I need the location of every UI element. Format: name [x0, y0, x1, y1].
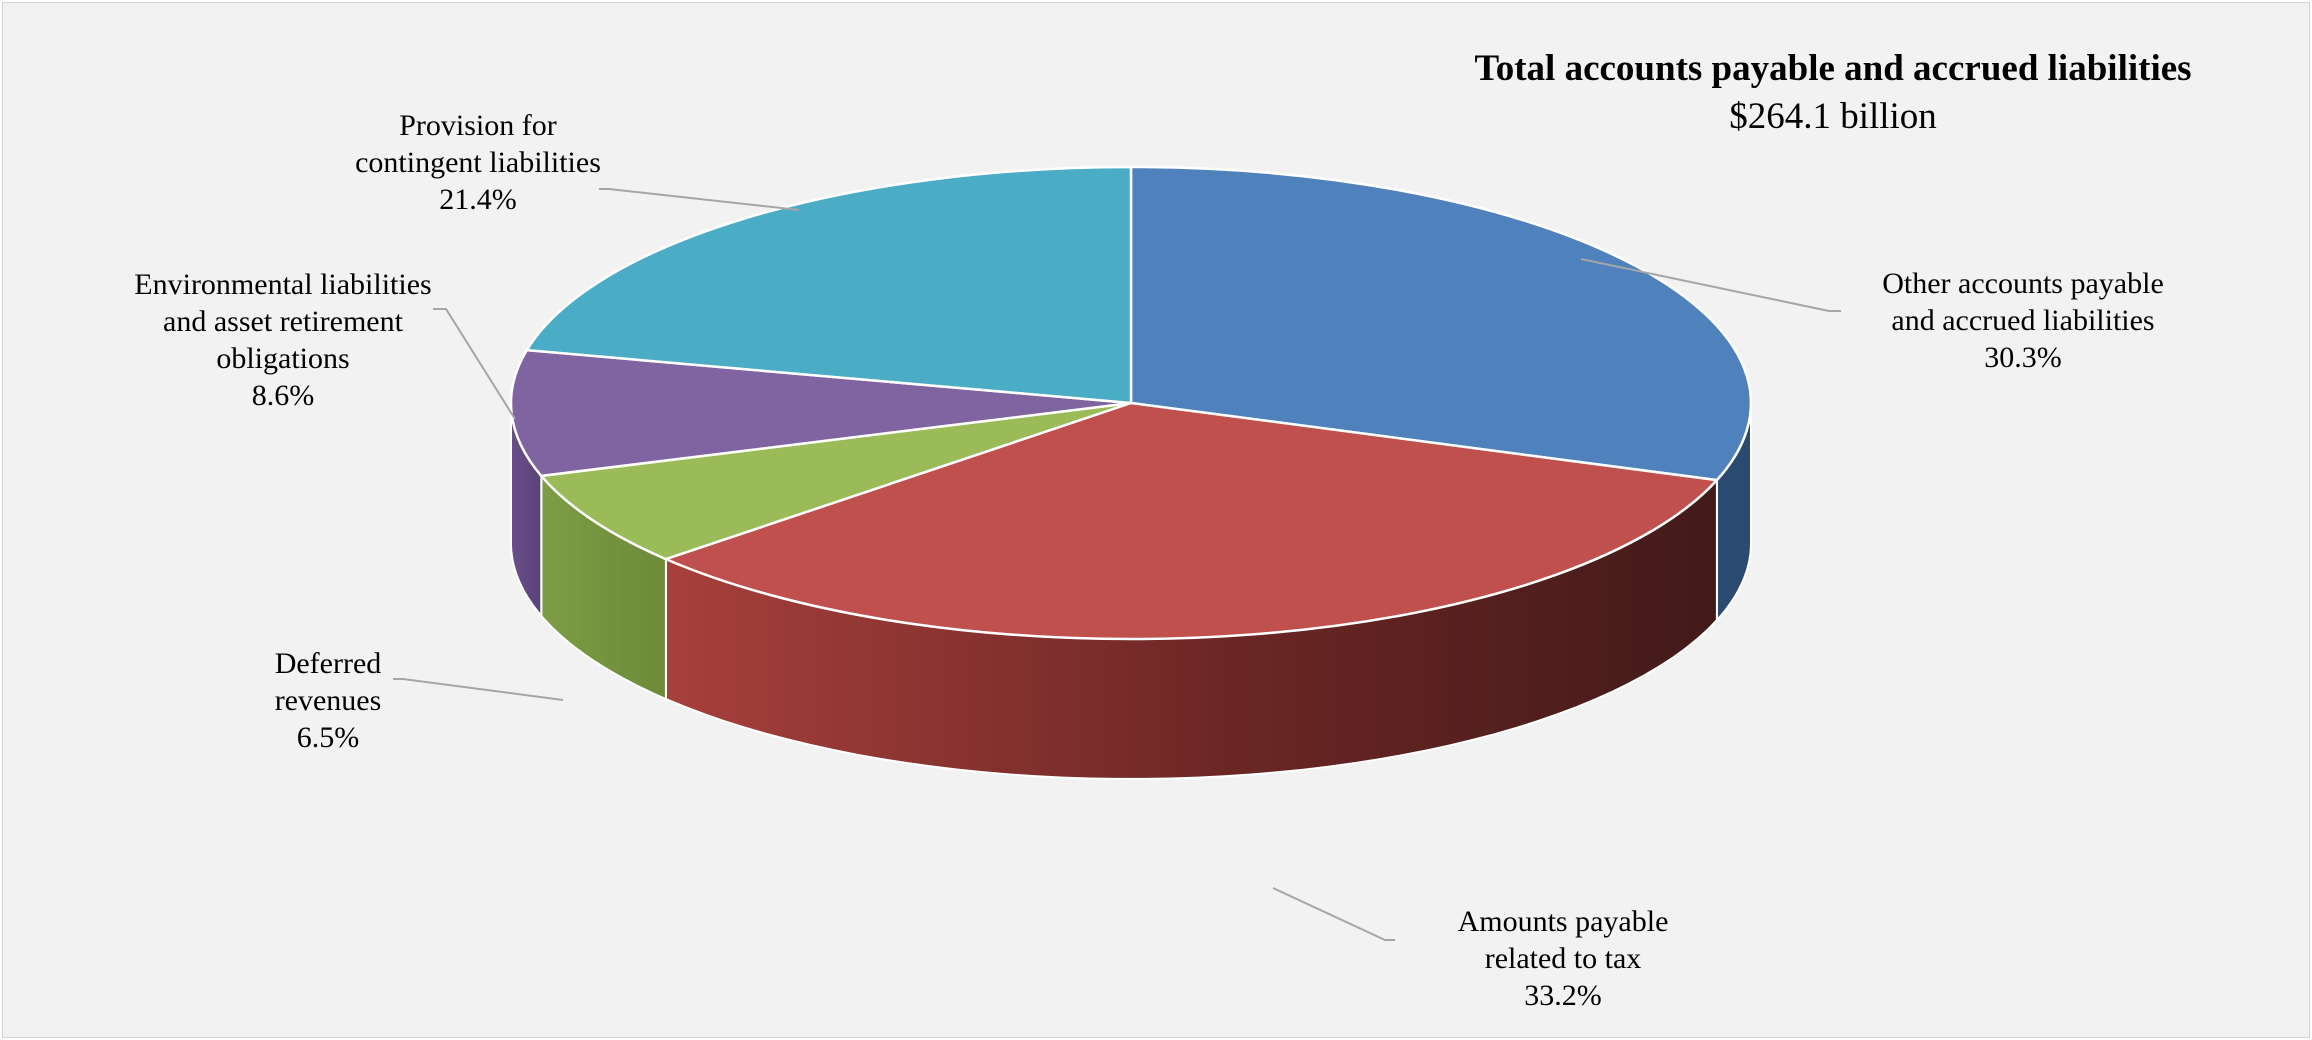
pie-slice-provision-contingent: [524, 165, 1133, 405]
chart-title: Total accounts payable and accrued liabi…: [1474, 48, 2192, 89]
chart-title-block: Total accounts payable and accrued liabi…: [1343, 45, 2312, 141]
slice-label-environmental-liabilities: Environmental liabilities and asset reti…: [134, 268, 432, 412]
slice-label-provision-contingent: Provision for contingent liabilities 21.…: [355, 109, 601, 216]
pie-slice-other-accounts-payable: [1129, 165, 1753, 482]
slice-label-other-accounts-payable: Other accounts payable and accrued liabi…: [1882, 267, 2164, 374]
leader-line-other-accounts-payable: [1580, 258, 1841, 312]
slice-label-deferred-revenues: Deferred revenues 6.5%: [274, 647, 382, 754]
leader-line-amounts-payable-tax: [1272, 887, 1395, 941]
leader-line-deferred-revenues: [393, 678, 564, 701]
chart-subtitle: $264.1 billion: [1729, 96, 1937, 137]
leader-line-provision-contingent: [599, 188, 800, 211]
leader-line-environmental-liabilities: [433, 308, 516, 420]
pie-slice-amounts-payable-tax: [662, 401, 1720, 641]
slice-label-amounts-payable-tax: Amounts payable related to tax 33.2%: [1457, 905, 1669, 1012]
pie-chart: [393, 165, 1841, 941]
pie-slice-deferred-revenues: [538, 401, 1132, 561]
